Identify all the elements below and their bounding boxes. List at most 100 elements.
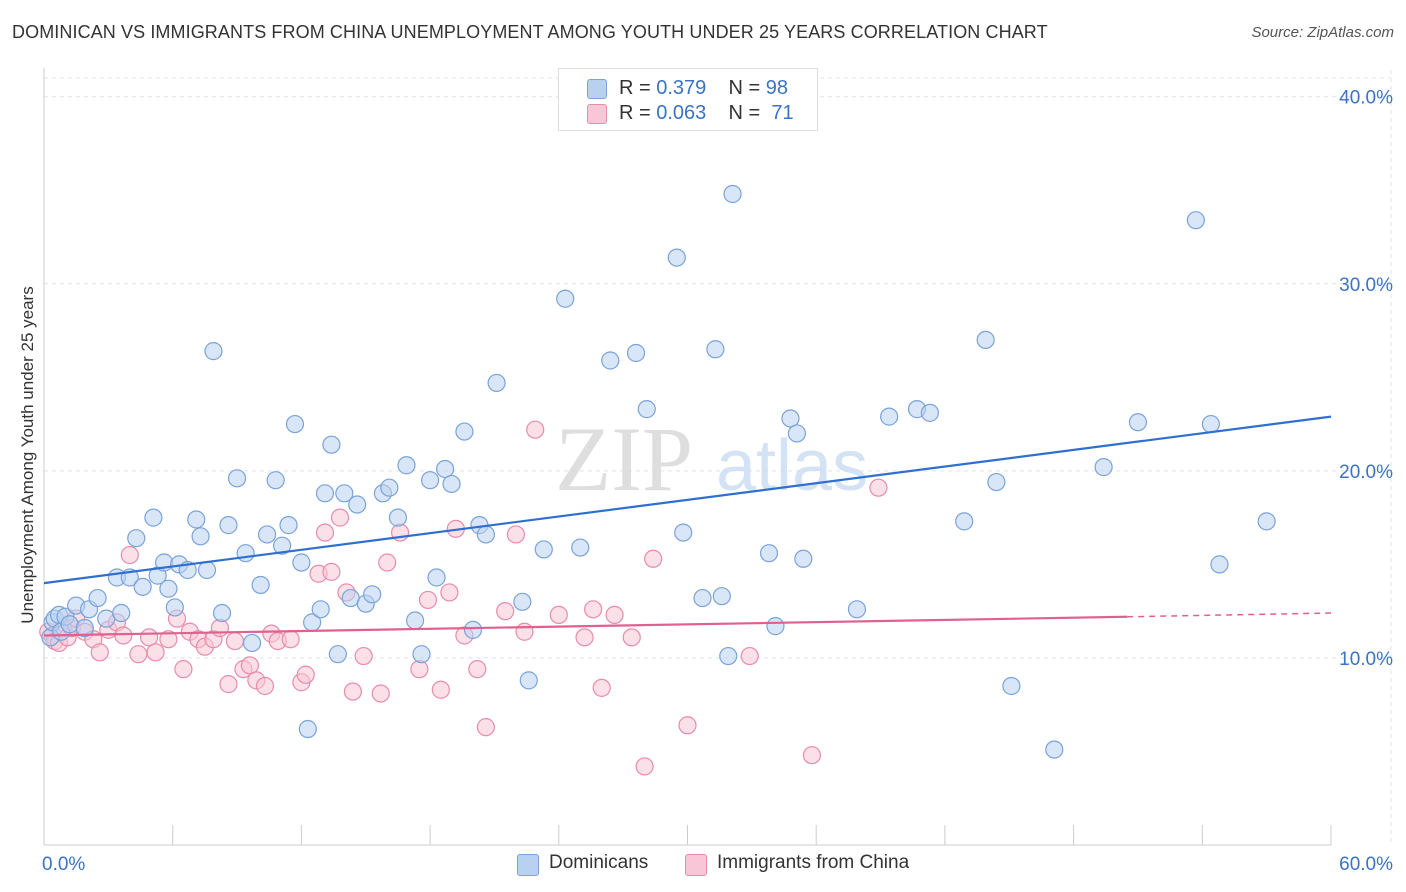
china-point xyxy=(114,626,133,645)
bottom-legend-label-china: Immigrants from China xyxy=(717,852,910,873)
dominican-point xyxy=(165,598,184,617)
china-trend-extension xyxy=(1127,612,1332,618)
china-point xyxy=(90,643,109,662)
legend-r-value: 0.379 xyxy=(656,77,707,99)
dominican-point xyxy=(204,342,223,361)
dominican-point xyxy=(187,510,206,529)
dominican-point xyxy=(693,588,712,608)
dominican-point xyxy=(266,471,285,490)
china-point xyxy=(343,682,362,701)
dominican-point xyxy=(519,671,538,690)
dominican-point xyxy=(1257,512,1276,531)
china-point xyxy=(330,508,350,527)
source-credit: Source: ZipAtlas.com xyxy=(1251,24,1394,41)
dominican-point xyxy=(315,484,335,503)
china-point xyxy=(526,420,545,439)
y-tick-label: 40.0% xyxy=(1339,88,1393,109)
china-point xyxy=(496,602,515,621)
dominican-point xyxy=(227,469,247,488)
legend-swatch-dominicans xyxy=(587,79,607,99)
china-point xyxy=(281,630,300,649)
dominican-point xyxy=(75,618,94,638)
china-point xyxy=(468,660,487,679)
chart-title: DOMINICAN VS IMMIGRANTS FROM CHINA UNEMP… xyxy=(12,22,1048,42)
dominican-point xyxy=(706,340,725,359)
bottom-legend-swatch-china xyxy=(685,854,707,876)
china-point xyxy=(644,549,663,568)
watermark-zip: ZIP xyxy=(555,408,693,510)
dominican-point xyxy=(272,536,292,555)
china-point xyxy=(315,523,335,542)
china-point xyxy=(678,716,697,735)
dominican-point xyxy=(920,403,939,422)
dominican-point xyxy=(1201,414,1220,434)
dominican-point xyxy=(421,471,440,490)
china-point xyxy=(410,660,429,679)
china-point xyxy=(592,678,611,697)
bottom-legend-label-dominicans: Dominicans xyxy=(549,852,649,873)
dominican-point xyxy=(405,611,425,630)
dominican-point xyxy=(279,516,298,535)
dominican-point xyxy=(322,435,341,454)
dominican-point xyxy=(285,414,305,434)
dominican-point xyxy=(976,330,995,350)
dominican-point xyxy=(601,351,620,370)
dominican-point xyxy=(133,577,152,596)
dominican-point xyxy=(626,343,646,363)
dominican-point xyxy=(335,484,354,503)
dominican-point xyxy=(242,633,262,653)
x-tick-label: 0.0% xyxy=(42,854,85,875)
dominican-point xyxy=(487,373,506,393)
china-point xyxy=(219,675,238,694)
dominican-point xyxy=(388,508,408,527)
dominican-point xyxy=(787,424,806,443)
china-point xyxy=(174,660,193,679)
dominican-point xyxy=(328,645,347,664)
china-point xyxy=(605,605,624,625)
dominican-point xyxy=(397,456,416,475)
dominican-point xyxy=(1210,555,1229,574)
china-point xyxy=(129,645,148,664)
dominican-point xyxy=(766,617,785,636)
dominican-point xyxy=(847,600,867,619)
china-point xyxy=(635,757,654,776)
china-point xyxy=(322,562,341,581)
china-point xyxy=(802,746,822,765)
dominican-point xyxy=(219,516,238,535)
china-point xyxy=(225,631,245,651)
dominican-point xyxy=(794,549,813,568)
dominican-point xyxy=(987,472,1006,492)
china-point xyxy=(296,665,315,684)
bottom-legend-swatch-dominicans xyxy=(517,854,539,876)
legend-n-label: N = xyxy=(728,77,761,99)
dominican-point xyxy=(667,248,686,267)
dominican-point xyxy=(1128,413,1148,432)
china-point xyxy=(549,605,568,625)
dominican-point xyxy=(1002,676,1021,696)
dominican-point xyxy=(463,620,483,639)
legend-n-value: 71 xyxy=(771,102,794,124)
china-point xyxy=(146,643,165,662)
dominican-point xyxy=(257,525,277,544)
dominican-point xyxy=(191,527,210,546)
dominican-point xyxy=(236,544,255,563)
dominican-point xyxy=(436,459,455,479)
dominican-point xyxy=(1186,211,1205,230)
china-point xyxy=(440,583,459,602)
legend-r-value: 0.063 xyxy=(656,102,707,124)
china-point xyxy=(575,628,594,647)
dominican-point xyxy=(781,409,800,428)
china-point xyxy=(210,618,229,638)
dominican-point xyxy=(298,719,317,739)
dominican-point xyxy=(955,512,974,531)
dominican-point xyxy=(292,553,311,572)
dominican-point xyxy=(212,603,232,623)
dominican-point xyxy=(197,560,217,580)
y-tick-label: 20.0% xyxy=(1339,462,1393,483)
dominican-point xyxy=(1094,458,1113,477)
dominican-point xyxy=(311,600,330,619)
dominican-point xyxy=(412,645,431,664)
dominican-point xyxy=(556,289,575,308)
dominican-point xyxy=(723,184,742,204)
